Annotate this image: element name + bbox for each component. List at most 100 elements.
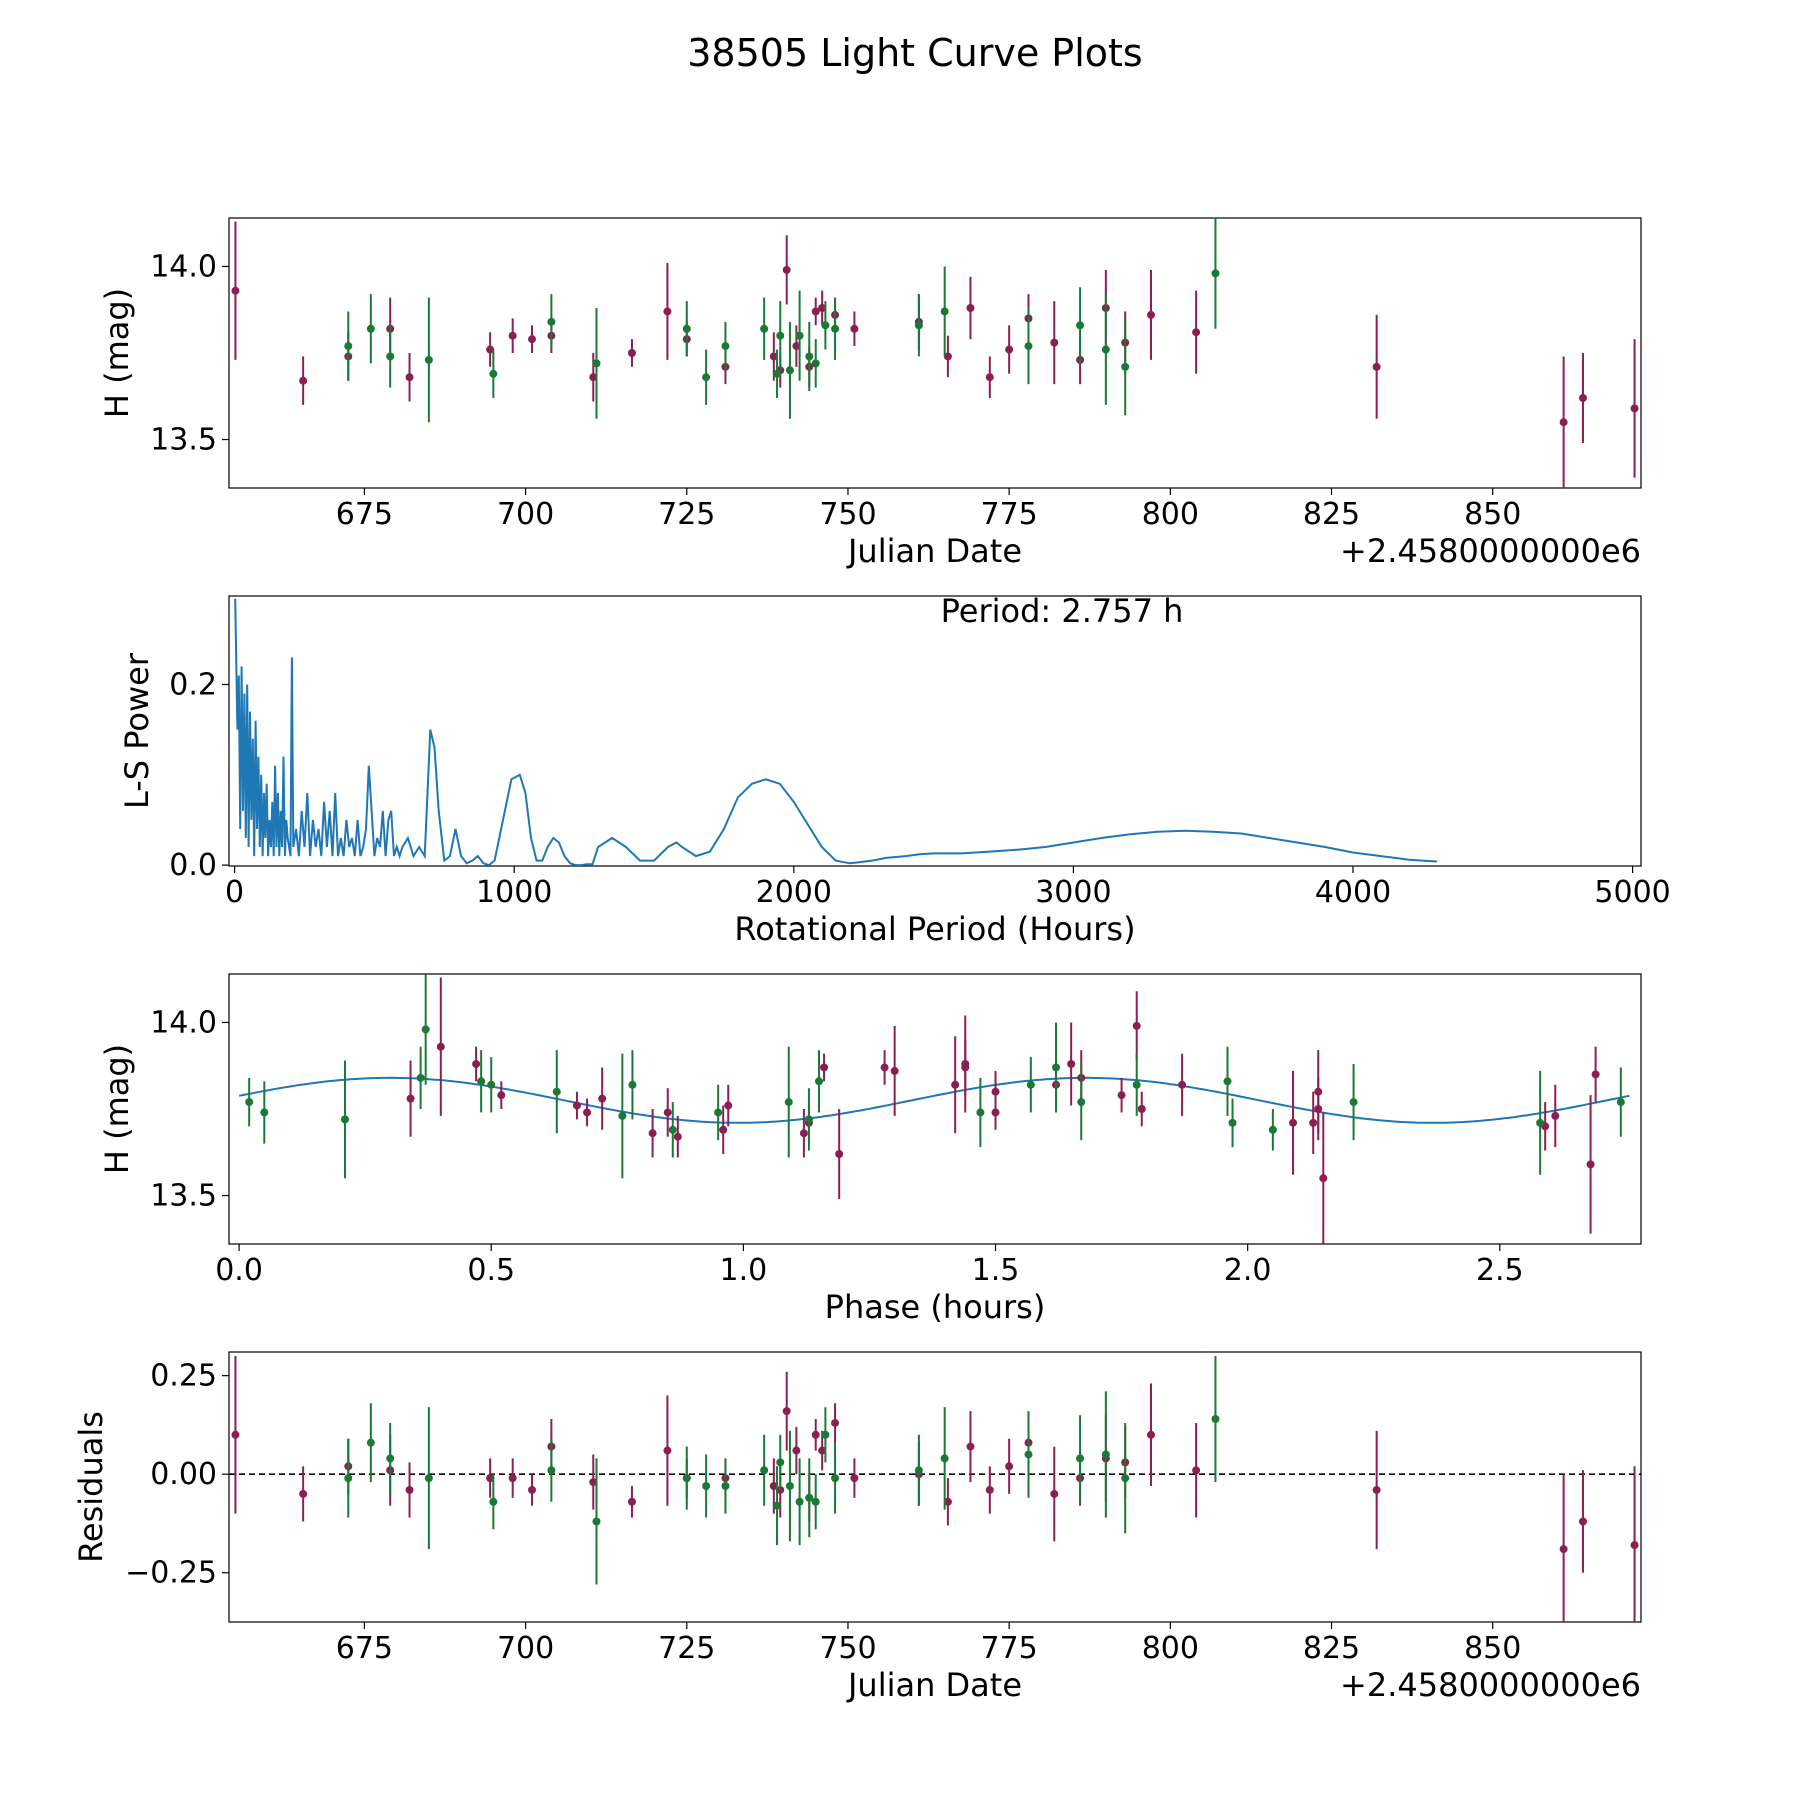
y-tick-label: 0.2 [169,667,217,702]
axes-frame-periodogram [228,595,1642,867]
red-data-point [961,1063,970,1072]
red-data-point [966,1442,975,1451]
green-data-point [821,321,830,330]
y-tick-label: 0.0 [169,848,217,883]
green-data-point [416,1073,425,1082]
green-data-point [592,359,601,368]
green-data-point [682,324,691,333]
red-data-point [673,1132,682,1141]
red-data-point [1314,1087,1323,1096]
red-data-point [719,1125,728,1134]
x-tick-label: 675 [336,497,393,532]
red-data-point [943,352,952,361]
green-data-point [1132,1080,1141,1089]
model-fit-line [238,1076,1630,1124]
red-data-point [985,373,994,382]
green-data-point [821,1430,830,1439]
red-data-point [951,1080,960,1089]
x-tick-label: 2.0 [1224,1253,1272,1288]
red-data-point [1192,1466,1201,1475]
x-tick-label: 825 [1303,497,1360,532]
red-data-point [1289,1118,1298,1127]
x-tick-label: 1.5 [972,1253,1020,1288]
red-data-point [1146,1430,1155,1439]
green-data-point [618,1111,627,1120]
green-data-point [547,1466,556,1475]
xlabel-residuals: Julian Date [846,1666,1022,1704]
red-data-point [299,376,308,385]
red-data-point [880,1063,889,1072]
x-tick-label: 0 [225,875,244,910]
green-data-point [1101,1450,1110,1459]
x-tick-label: 850 [1464,497,1521,532]
red-data-point [985,1485,994,1494]
red-data-point [1005,345,1014,354]
x-tick-label: 2000 [756,875,832,910]
ticks-light-curve: 675 700 725 750 775 800 825 850 13.5 14.0 [150,249,1521,532]
red-data-point [1319,1174,1328,1183]
green-data-point [477,1077,486,1086]
red-data-point [486,1474,495,1483]
figure-title: 38505 Light Curve Plots [687,31,1142,75]
y-tick-label: 0.00 [150,1457,217,1492]
red-data-point [1372,362,1381,371]
green-data-point [795,1497,804,1506]
ylabel-residuals: Residuals [72,1411,110,1563]
ticks-residuals: 675 700 725 750 775 800 825 850 0.25 0.00 −0.25 [125,1359,1521,1666]
green-data-point [785,1482,794,1491]
red-data-point [724,1101,733,1110]
green-data-point [914,321,923,330]
green-data-point [795,331,804,340]
red-data-point [1067,1060,1076,1068]
red-data-point [406,1094,415,1103]
red-data-point [663,307,672,316]
x-tick-label: 850 [1464,1631,1521,1666]
red-data-point [1178,1080,1187,1089]
red-data-point [811,307,820,316]
x-tick-label: 825 [1303,1631,1360,1666]
green-data-point [340,1115,349,1124]
green-data-point [940,1454,949,1463]
green-data-point [628,1080,637,1089]
x-tick-label: 1000 [476,875,552,910]
green-data-point [1228,1118,1237,1127]
red-data-point [583,1108,592,1117]
red-data-point [835,1150,844,1158]
red-data-point [850,1474,859,1483]
red-data-point [528,1485,537,1494]
x-tick-label: 4000 [1315,875,1391,910]
red-data-point [1559,1545,1568,1554]
red-data-point [627,349,636,357]
y-tick-label: 13.5 [150,423,217,458]
xlabel-phased: Phase (hours) [825,1288,1046,1326]
red-data-point [1146,310,1155,319]
green-data-point [424,1474,433,1483]
green-data-point [366,324,375,333]
green-data-point [784,1098,793,1107]
x-tick-label: 725 [658,497,715,532]
x-tick-label: 675 [336,1631,393,1666]
red-data-point [782,1407,791,1416]
red-data-point [1192,328,1201,337]
red-data-point [508,331,517,340]
red-data-point [1551,1111,1560,1120]
red-data-point [1559,418,1568,427]
red-data-point [405,373,414,382]
green-data-point [773,1501,782,1510]
red-data-point [792,1446,801,1455]
red-data-point [528,335,537,344]
red-data-point [231,1430,240,1439]
green-data-point [914,1466,923,1475]
green-data-point [1536,1118,1545,1127]
x-tick-label: 800 [1142,1631,1199,1666]
x-tick-label: 750 [819,497,876,532]
green-data-point [1223,1077,1232,1086]
green-data-point [831,324,840,333]
panel-phased: 0.0 0.5 1.0 1.5 2.0 2.5 13.5 14.0 Phase (hours)… [98,973,1642,1326]
green-data-point [702,1482,711,1491]
ylabel-phased: H (mag) [98,1044,136,1174]
green-data-point [1052,1063,1061,1072]
green-data-point [976,1108,985,1117]
red-data-point [508,1474,517,1483]
xlabel-light-curve: Julian Date [846,532,1022,570]
